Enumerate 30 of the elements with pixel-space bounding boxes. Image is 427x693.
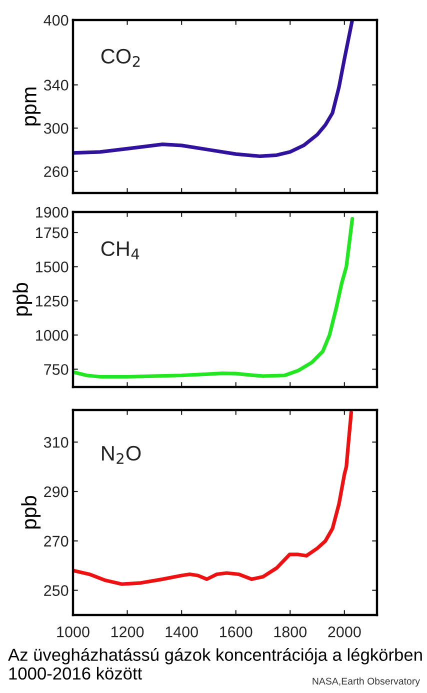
- x-tick-label: 1400: [166, 626, 198, 638]
- y-tick-label: 250: [44, 585, 68, 596]
- y-tick-label: 1250: [36, 296, 68, 307]
- y-tick-label: 400: [44, 14, 68, 26]
- y-tick-label: 260: [44, 166, 68, 178]
- y-tick-label: 1750: [36, 227, 68, 238]
- y-tick-label: 270: [44, 536, 68, 547]
- y-tick-label: 1900: [36, 206, 68, 218]
- x-tick-label: 1800: [274, 626, 307, 638]
- annotation: N$_{2}$O: [102, 446, 141, 464]
- y-tick-label: 290: [44, 486, 68, 498]
- y-axis-title: ppm: [25, 88, 41, 126]
- x-tick-label: 1600: [220, 626, 252, 638]
- y-tick-label: 1000: [36, 330, 68, 341]
- x-tick-label: 1000: [57, 626, 90, 638]
- y-tick-label: 340: [44, 80, 68, 91]
- annotation: CH$_{4}$: [101, 241, 140, 260]
- text: NASA,Earth Observatory: [312, 677, 420, 687]
- y-tick-label: 300: [44, 122, 68, 134]
- x-tick-label: 1200: [111, 626, 144, 638]
- annotation: CO$_{2}$: [101, 48, 140, 67]
- y-tick-label: 750: [44, 364, 68, 375]
- y-tick-label: 310: [44, 436, 68, 448]
- y-axis-title: ppb: [12, 282, 32, 316]
- y-tick-label: 1500: [36, 262, 68, 272]
- y-axis-title: ppb: [21, 496, 41, 529]
- x-tick-label: 2000: [328, 626, 361, 638]
- line-series: [73, 20, 354, 158]
- line-series: [73, 217, 354, 379]
- line-series: [73, 410, 354, 586]
